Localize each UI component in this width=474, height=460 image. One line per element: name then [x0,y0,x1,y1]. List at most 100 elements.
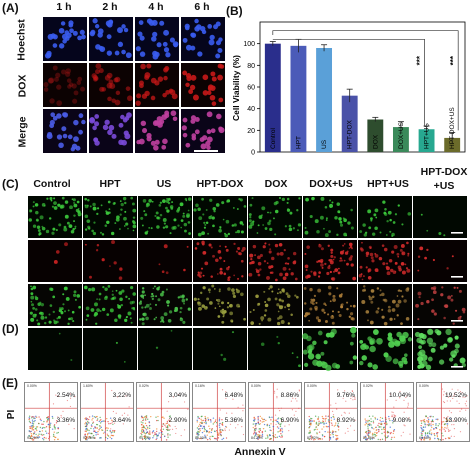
micrograph-cd-r2-c0 [28,284,82,326]
bar-dox [367,119,384,152]
facs-ll-value: 81.32% [307,436,319,440]
facs-plot-7: 0.02% 10.04% 9.08% 80.86% [360,382,414,442]
group-label-us: US [156,178,172,190]
micrograph-cd-r2-c4 [248,284,302,326]
micrograph-cd-r3-c3 [193,328,247,370]
facs-ur-value: 2.54% [56,392,75,399]
group-label-dox-us: DOX+US [309,178,353,190]
bar-label: HPT-DOX [347,119,354,149]
bar-label: HPT [295,136,302,149]
microscopy-grid-cd [28,196,467,372]
panel-label-a: (A) [2,1,19,15]
y-axis-label: Cell Viability (%) [231,55,241,121]
facs-ur-value: 3.04% [168,392,187,399]
group-label-hpt: HPT [99,178,121,190]
micrograph-a-r0-c0 [43,17,87,61]
significance-brackets [272,30,459,131]
micrograph-cd-r1-c5 [303,240,357,282]
micrograph-cd-r2-c5 [303,284,357,326]
facs-lr-value: 2.90% [168,417,187,424]
micrograph-cd-r3-c5 [302,326,358,372]
micrograph-cd-r0-c5 [303,196,357,238]
facs-ll-value: 93.20% [27,436,39,440]
facs-y-label: PI [6,409,18,419]
bar-label: US [321,139,328,149]
micrograph-cd-r3-c7 [413,328,467,371]
facs-ur-value: 19.52% [444,392,467,399]
facs-plot-6: 0.00% 9.76% 8.92% 81.32% [304,382,358,442]
facs-plot-3: 0.02% 3.04% 2.90% 94.10% [136,382,190,442]
significance-mark: *** [416,55,425,65]
group-label-dox: DOX [264,178,288,190]
scale-bar-cd [451,276,463,278]
micrograph-cd-r2-c6 [358,284,412,326]
group-label-hpt-dox: HPT-DOX [196,178,244,190]
row-label-hoechst: Hoechst [16,19,28,61]
facs-ul-value: 0.00% [251,384,261,388]
facs-ur-value: 3.22% [112,392,131,399]
facs-ur-value: 8.86% [280,392,299,399]
facs-plot-4: 0.16% 6.48% 5.36% 88.00% [192,382,246,442]
facs-ul-value: 0.02% [363,384,373,388]
y-tick-label: 20 [247,128,255,135]
facs-scatter [25,383,77,441]
group-label-hpt-dox-us-line1: HPT-DOX [420,166,468,178]
time-label-4h: 4 h [148,1,164,13]
bar-label: DOX [372,134,379,149]
panel-label-d: (D) [2,322,19,336]
bar-control [264,43,281,152]
facs-lr-value: 3.36% [56,417,75,424]
bar-label: DOX+US [398,121,405,149]
facs-ll-value: 80.86% [363,436,375,440]
micrograph-cd-r2-c3 [193,284,247,326]
facs-scatter [249,383,301,441]
micrograph-a-r2-c3 [181,109,225,153]
facs-ul-value: 1.60% [83,384,93,388]
micrograph-a-r0-c1 [89,17,133,61]
micrograph-cd-r0-c0 [28,196,82,238]
panel-label-b: (B) [226,4,243,18]
facs-plot-2: 1.60% 3.22% 3.64% 92.06% [80,382,134,442]
micrograph-cd-r1-c1 [83,240,137,282]
facs-lr-value: 9.08% [392,417,411,424]
micrograph-a-r1-c1 [89,63,133,107]
microscopy-grid-a [43,17,225,153]
micrograph-cd-r3-c4 [248,328,302,370]
facs-x-label: Annexin V [234,446,286,458]
group-label-hpt-dox-us-line2: +US [433,180,455,192]
scale-bar-a [194,150,218,152]
micrograph-a-r1-c2 [135,63,179,107]
group-label-hpt-us: HPT+US [367,178,409,190]
time-label-1h: 1 h [56,1,72,13]
micrograph-a-r1-c3 [181,63,225,107]
facs-ul-value: 0.00% [307,384,317,388]
facs-ul-value: 0.02% [139,384,149,388]
micrograph-a-r2-c2 [135,109,179,153]
bar-us [316,48,333,152]
facs-plot-5: 0.00% 8.86% 6.90% 84.24% [248,382,302,442]
micrograph-a-r0-c3 [181,17,225,61]
facs-scatter [305,383,357,441]
y-tick-label: 80 [247,63,255,70]
facs-ll-value: 94.10% [139,436,151,440]
micrograph-cd-r3-c0 [28,328,82,370]
facs-lr-value: 8.92% [336,417,355,424]
facs-ll-value: 88.00% [195,436,207,440]
scale-bar-cd [451,232,463,234]
facs-lr-value: 3.64% [112,417,131,424]
bar-label: HPT-DOX+US [449,107,456,149]
micrograph-cd-r1-c6 [358,240,412,282]
scale-bar-cd [451,366,463,368]
micrograph-a-r2-c0 [43,109,87,153]
y-tick-label: 60 [247,85,255,92]
bar-hpt-dox [341,95,358,152]
micrograph-cd-r1-c7 [413,240,467,282]
micrograph-a-r0-c2 [135,17,179,61]
facs-lr-value: 5.36% [224,417,243,424]
facs-ll-value: 66.58% [419,436,431,440]
micrograph-cd-r1-c2 [138,240,192,282]
micrograph-cd-r3-c1 [83,328,137,370]
facs-scatter [137,383,189,441]
facs-lr-value: 13.90% [444,417,467,424]
bar-label: HPT+US [424,123,431,149]
